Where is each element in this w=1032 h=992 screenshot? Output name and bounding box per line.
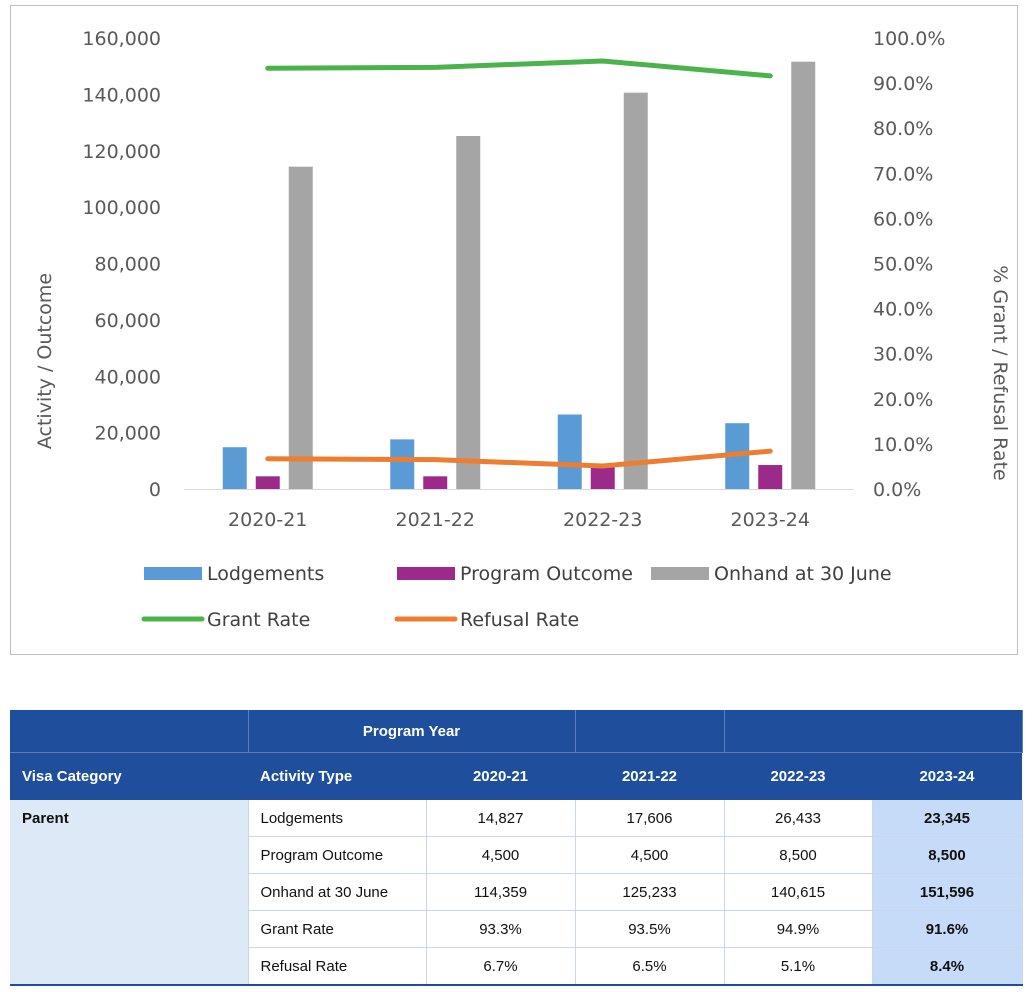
activity-cell: Program Outcome: [248, 836, 427, 874]
activity-cell: Lodgements: [248, 800, 427, 837]
legend-label-lodgements: Lodgements: [207, 563, 324, 585]
table-row: Onhand at 30 June 114,359 125,233 140,61…: [10, 873, 1023, 911]
activity-cell: Refusal Rate: [248, 947, 427, 986]
bar-onhand-at-30-june: [791, 61, 816, 489]
x-axis-tick-label: 2021-22: [396, 509, 475, 531]
activity-cell: Onhand at 30 June: [248, 873, 427, 911]
col-header-2021-22: 2021-22: [575, 752, 724, 800]
left-axis-tick-label: 100,000: [82, 197, 161, 219]
bar-onhand-at-30-june: [288, 166, 313, 489]
x-axis-tick-label: 2022-23: [563, 509, 642, 531]
left-axis-tick-label: 140,000: [82, 84, 161, 106]
value-cell: 6.7%: [426, 947, 576, 986]
value-cell: 5.1%: [724, 947, 873, 986]
highlight-value-cell: 8.4%: [872, 947, 1023, 986]
right-axis-tick-label: 40.0%: [873, 299, 933, 321]
table-row: Parent Lodgements 14,827 17,606 26,433 2…: [10, 800, 1023, 986]
left-axis-tick-label: 80,000: [95, 254, 161, 276]
header-blank-cell: [575, 710, 725, 753]
value-cell: 14,827: [426, 800, 576, 837]
highlight-value-cell: 23,345: [872, 800, 1023, 837]
right-axis-tick-label: 80.0%: [873, 118, 933, 140]
bar-lodgements: [222, 447, 247, 489]
value-cell: 93.5%: [575, 910, 725, 948]
right-axis-tick-label: 60.0%: [873, 208, 933, 230]
legend-swatch-lodgements: [144, 567, 202, 580]
right-axis-tick-label: 0.0%: [873, 479, 921, 501]
header-blank-cell: [724, 710, 1023, 753]
value-cell: 26,433: [724, 800, 873, 837]
value-cell: 8,500: [724, 836, 873, 874]
bar-onhand-at-30-june: [456, 135, 481, 489]
table-column-header-row: Visa Category Activity Type 2020-21 2021…: [10, 752, 1022, 800]
right-axis-tick-label: 20.0%: [873, 389, 933, 411]
left-axis-title: Activity / Outcome: [34, 273, 56, 449]
left-axis-tick-label: 20,000: [95, 423, 161, 445]
value-cell: 125,233: [575, 873, 725, 911]
value-cell: 94.9%: [724, 910, 873, 948]
right-axis-tick-label: 100.0%: [873, 28, 945, 50]
value-cell: 17,606: [575, 800, 725, 837]
program-year-header: Program Year: [248, 710, 576, 753]
bar-onhand-at-30-june: [623, 92, 648, 489]
line-refusal-rate: [265, 448, 773, 469]
table-group-header-row: Program Year: [10, 710, 1023, 753]
left-axis-tick-label: 160,000: [82, 28, 161, 50]
bar-program-outcome: [590, 465, 615, 489]
legend-swatch-onhand-at-30-june: [651, 567, 709, 580]
right-axis-tick-label: 70.0%: [873, 163, 933, 185]
line-grant-rate: [265, 58, 773, 79]
value-cell: 93.3%: [426, 910, 576, 948]
legend-label-grant-rate: Grant Rate: [207, 609, 310, 631]
value-cell: 114,359: [426, 873, 576, 911]
visa-category-cell: Parent: [10, 800, 249, 986]
highlight-value-cell: 8,500: [872, 836, 1023, 874]
left-axis-tick-label: 0: [149, 479, 161, 501]
right-axis-tick-label: 50.0%: [873, 254, 933, 276]
bar-program-outcome: [255, 476, 280, 489]
value-cell: 6.5%: [575, 947, 725, 986]
value-cell: 140,615: [724, 873, 873, 911]
chart-canvas: 160,000 140,000 120,000 100,000 80,000 60,000…: [34, 28, 1011, 631]
left-axis-tick-label: 120,000: [82, 141, 161, 163]
right-axis-tick-label: 90.0%: [873, 73, 933, 95]
col-header-2023-24: 2023-24: [872, 752, 1022, 800]
left-axis-tick-label: 40,000: [95, 366, 161, 388]
col-header-activity-type: Activity Type: [248, 752, 426, 800]
highlight-value-cell: 151,596: [872, 873, 1023, 911]
left-axis-tick-label: 60,000: [95, 310, 161, 332]
right-axis-title: % Grant / Refusal Rate: [989, 265, 1011, 480]
combo-chart: 160,000 140,000 120,000 100,000 80,000 60,000…: [10, 5, 1018, 655]
x-axis-tick-label: 2020-21: [228, 509, 307, 531]
table-row: Refusal Rate 6.7% 6.5% 5.1% 8.4%: [10, 947, 1023, 986]
bar-lodgements: [390, 439, 415, 489]
value-cell: 4,500: [575, 836, 725, 874]
right-axis-tick-label: 30.0%: [873, 344, 933, 366]
right-axis-tick-label: 10.0%: [873, 434, 933, 456]
value-cell: 4,500: [426, 836, 576, 874]
table-row: Grant Rate 93.3% 93.5% 94.9% 91.6%: [10, 910, 1023, 948]
bar-program-outcome: [758, 465, 783, 489]
legend-label-refusal-rate: Refusal Rate: [460, 609, 579, 631]
program-year-table: Program Year Visa Category Activity Type…: [10, 710, 1023, 986]
legend-swatch-program-outcome: [397, 567, 455, 580]
table-row: Program Outcome 4,500 4,500 8,500 8,500: [10, 836, 1023, 874]
legend-label-onhand-at-30-june: Onhand at 30 June: [714, 563, 892, 585]
col-header-2022-23: 2022-23: [724, 752, 872, 800]
header-blank-cell: [10, 710, 249, 753]
col-header-visa-category: Visa Category: [10, 752, 248, 800]
bar-program-outcome: [423, 476, 448, 489]
activity-cell: Grant Rate: [248, 910, 427, 948]
bar-lodgements: [557, 414, 582, 489]
legend-label-program-outcome: Program Outcome: [460, 563, 633, 585]
highlight-value-cell: 91.6%: [872, 910, 1023, 948]
x-axis-tick-label: 2023-24: [731, 509, 810, 531]
col-header-2020-21: 2020-21: [426, 752, 575, 800]
